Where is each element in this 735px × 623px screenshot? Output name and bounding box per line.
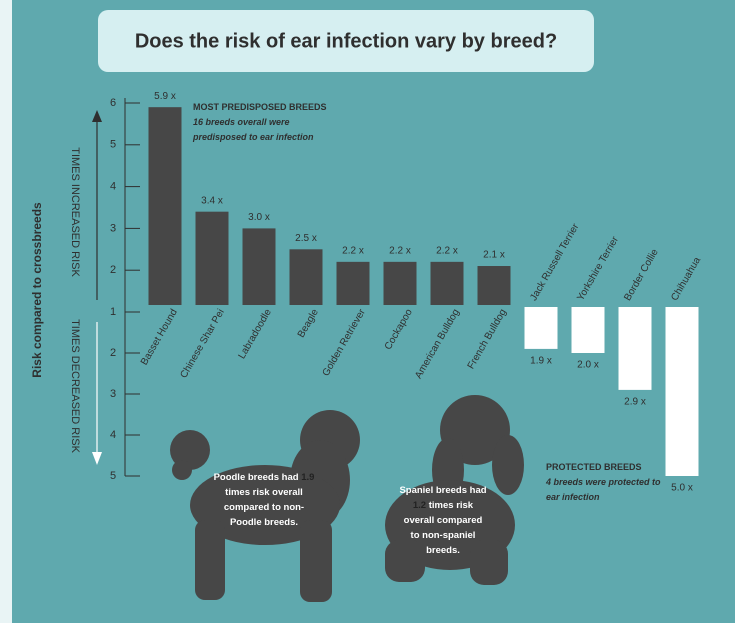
y-axis-label: TIMES INCREASED RISK: [69, 147, 81, 277]
category-label: Golden Retriever: [321, 307, 369, 379]
annotation-text: Poodle breeds had: [213, 472, 299, 483]
title-card: [98, 10, 594, 72]
bar: [430, 261, 464, 305]
category-label: Jack Russell Terrier: [528, 221, 581, 302]
y-tick-label: 4: [110, 181, 116, 193]
annotation-figure: 1.9: [301, 472, 315, 483]
bar: [195, 211, 229, 305]
down-arrowhead: [92, 452, 102, 465]
category-label: Yorkshire Terrier: [575, 234, 621, 303]
bar: [477, 266, 511, 305]
bar: [383, 261, 417, 305]
y2-tick-label: 3: [110, 388, 116, 400]
category-label: Labradoodle: [237, 307, 275, 361]
y-tick-label: 3: [110, 222, 116, 234]
chart-title: Does the risk of ear infection vary by b…: [135, 30, 557, 52]
y2-tick-label: 2: [110, 347, 116, 359]
bar: [571, 307, 605, 353]
category-label: Beagle: [296, 307, 321, 340]
page-edge: [0, 0, 12, 623]
category-label: French Bulldog: [466, 307, 509, 371]
y-tick-label: 6: [110, 97, 116, 109]
y-tick-label: 2: [110, 264, 116, 276]
series-note: 4 breeds were protected to ear infection: [546, 477, 661, 502]
category-label: Basset Hound: [139, 307, 180, 367]
category-label: American Bulldog: [413, 307, 462, 380]
category-label: Border Collie: [622, 247, 661, 303]
y2-tick-label: 4: [110, 429, 116, 441]
value-label: 3.0 x: [248, 212, 270, 223]
y-axis-title: Risk compared to crossbreeds: [30, 202, 44, 378]
y-tick-label: 5: [110, 139, 116, 151]
annotation-text: times risk overall compared to non-spani…: [403, 500, 483, 556]
value-label: 2.5 x: [295, 233, 317, 244]
series-name: PROTECTED BREEDS: [546, 462, 642, 472]
category-label: Cockapoo: [383, 307, 415, 352]
bar: [665, 307, 699, 476]
value-label: 2.9 x: [624, 397, 646, 408]
value-label: 2.2 x: [389, 245, 411, 256]
annotation: Poodle breeds had 1.9 times risk overall…: [212, 470, 316, 530]
annotation-figure: 1.2: [412, 500, 427, 511]
series-note-block: PROTECTED BREEDS 4 breeds were protected…: [546, 460, 676, 505]
bar: [242, 228, 276, 305]
bar: [524, 307, 558, 349]
value-label: 1.9 x: [530, 356, 552, 367]
value-label: 2.1 x: [483, 250, 505, 261]
spaniel-silhouette: [385, 395, 524, 585]
series-note: 16 breeds overall were predisposed to ea…: [193, 117, 314, 142]
value-label: 3.4 x: [201, 195, 223, 206]
value-label: 2.0 x: [577, 360, 599, 371]
bar: [289, 249, 323, 305]
y2-axis-label: TIMES DECREASED RISK: [69, 319, 81, 454]
value-label: 5.0 x: [671, 483, 693, 494]
y2-tick-label: 5: [110, 470, 116, 482]
bar: [336, 261, 370, 305]
bar: [618, 307, 652, 390]
y-tick-label: 1: [110, 306, 116, 318]
annotation-text: Spaniel breeds had: [399, 485, 487, 496]
bar: [148, 107, 182, 306]
annotation: Spaniel breeds had 1.2 times risk overal…: [398, 483, 488, 558]
series-name: MOST PREDISPOSED BREEDS: [193, 102, 327, 112]
series-note-block: MOST PREDISPOSED BREEDS 16 breeds overal…: [193, 100, 363, 145]
value-label: 2.2 x: [342, 245, 364, 256]
value-label: 2.2 x: [436, 245, 458, 256]
poodle-silhouette: [170, 410, 360, 602]
category-label: Chihuahua: [669, 255, 703, 303]
category-label: Chinese Shar Pei: [178, 307, 226, 380]
up-arrowhead: [92, 110, 102, 122]
value-label: 5.9 x: [154, 91, 176, 102]
annotation-text: times risk overall compared to non-Poodl…: [223, 487, 305, 528]
